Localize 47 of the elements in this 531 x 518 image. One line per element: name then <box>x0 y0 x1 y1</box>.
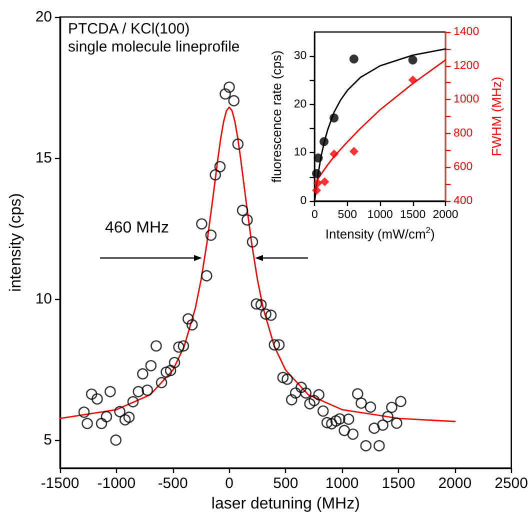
point <box>313 178 322 188</box>
x-tick-label: 2000 <box>432 209 458 221</box>
y-tick-label: 30 <box>294 50 307 62</box>
point <box>320 177 330 186</box>
y-axis-title: intensity (cps) <box>8 193 24 292</box>
y-tick-label: 10 <box>294 146 307 159</box>
x-tick-label: 500 <box>273 475 298 492</box>
point <box>349 146 358 156</box>
y2-tick-label: 1400 <box>454 26 480 38</box>
x-tick-label: 1000 <box>325 475 359 492</box>
annotation: PTCDA / KCl(100) <box>68 20 190 38</box>
point <box>320 137 329 146</box>
y-tick-label: 20 <box>35 8 52 26</box>
x-tick-label: 1000 <box>367 209 393 221</box>
point <box>312 168 322 178</box>
y2-tick-label: 600 <box>454 161 473 174</box>
x-tick-label: 2000 <box>438 475 472 492</box>
x-tick-label: 500 <box>338 209 357 221</box>
x-tick-label: -1000 <box>97 475 136 492</box>
x-tick-label: 1500 <box>382 475 416 492</box>
y-tick-label: 0 <box>300 195 307 207</box>
y2-axis-title: FWHM (MHz) <box>489 76 504 156</box>
y-axis-title: fluorescence rate (cps) <box>269 50 284 183</box>
x-tick-label: -1500 <box>40 475 80 492</box>
x-axis-title: laser detuning (MHz) <box>211 495 360 512</box>
point <box>408 75 418 84</box>
y-tick-label: 15 <box>35 149 52 166</box>
y2-tick-label: 400 <box>454 195 473 207</box>
y-tick-label: 20 <box>294 98 307 110</box>
point <box>408 56 418 65</box>
y2-tick-label: 1000 <box>454 94 480 106</box>
x-tick-label: 1500 <box>400 209 426 221</box>
y2-tick-label: 1200 <box>454 60 480 72</box>
y-tick-label: 5 <box>44 431 52 448</box>
point <box>314 154 323 163</box>
x-tick-label: 2500 <box>494 475 528 492</box>
y-tick-label: 10 <box>35 290 52 308</box>
point <box>349 54 358 64</box>
point <box>330 150 339 159</box>
x-tick-label: 0 <box>311 209 318 221</box>
y2-tick-label: 800 <box>454 127 473 140</box>
x-tick-label: -500 <box>158 475 188 492</box>
point <box>330 113 339 122</box>
point <box>312 186 322 195</box>
x-tick-label: 0 <box>225 475 234 492</box>
annotation: single molecule lineprofile <box>68 38 240 56</box>
annotation: 460 MHz <box>104 220 170 236</box>
